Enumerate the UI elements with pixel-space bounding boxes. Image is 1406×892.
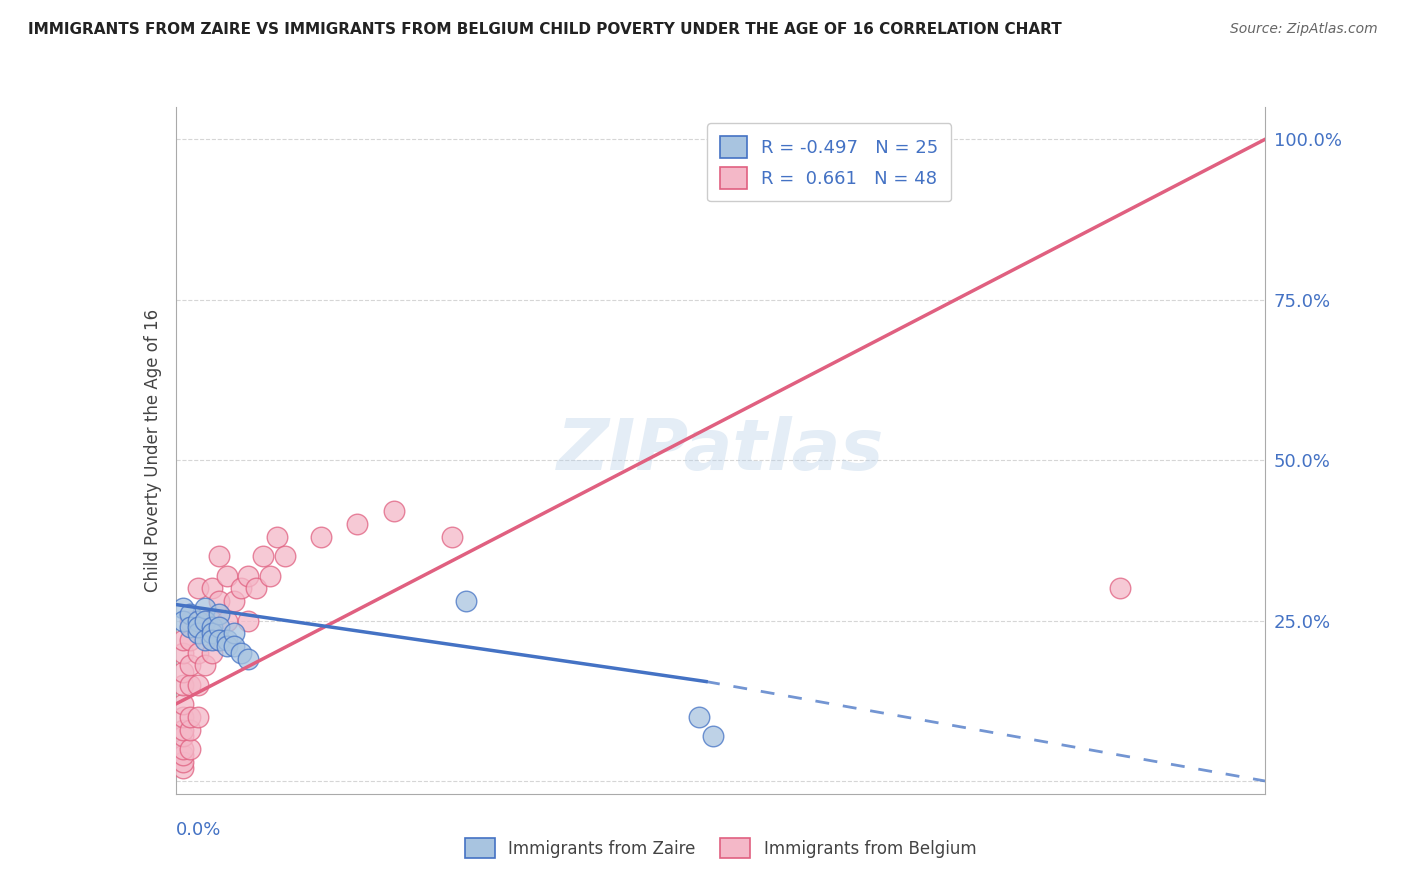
Point [266, 530, 288, 544]
Text: IMMIGRANTS FROM ZAIRE VS IMMIGRANTS FROM BELGIUM CHILD POVERTY UNDER THE AGE OF : IMMIGRANTS FROM ZAIRE VS IMMIGRANTS FROM… [28, 22, 1062, 37]
Text: ZIPatlas: ZIPatlas [557, 416, 884, 485]
Point [179, 607, 201, 622]
Point [208, 607, 231, 622]
Point [201, 582, 224, 596]
Point [172, 614, 194, 628]
Point [172, 665, 194, 679]
Point [179, 614, 201, 628]
Point [179, 678, 201, 692]
Point [179, 710, 201, 724]
Point [201, 614, 224, 628]
Point [222, 594, 245, 608]
Y-axis label: Child Poverty Under the Age of 16: Child Poverty Under the Age of 16 [143, 309, 162, 592]
Point [186, 620, 209, 634]
Point [208, 594, 231, 608]
Point [172, 742, 194, 756]
Point [179, 658, 201, 673]
Point [208, 620, 231, 634]
Point [252, 549, 274, 564]
Point [245, 582, 267, 596]
Point [172, 697, 194, 711]
Point [194, 600, 217, 615]
Point [702, 729, 724, 743]
Point [1109, 582, 1132, 596]
Point [382, 504, 405, 518]
Point [259, 568, 281, 582]
Point [201, 626, 224, 640]
Point [186, 614, 209, 628]
Point [194, 614, 217, 628]
Point [172, 755, 194, 769]
Point [179, 723, 201, 737]
Legend: Immigrants from Zaire, Immigrants from Belgium: Immigrants from Zaire, Immigrants from B… [457, 830, 984, 867]
Point [208, 632, 231, 647]
Point [231, 582, 253, 596]
Point [186, 710, 209, 724]
Text: 0.0%: 0.0% [176, 822, 221, 839]
Point [238, 568, 260, 582]
Point [194, 632, 217, 647]
Point [215, 568, 238, 582]
Point [179, 620, 201, 634]
Point [172, 600, 194, 615]
Point [186, 678, 209, 692]
Point [186, 626, 209, 640]
Point [238, 614, 260, 628]
Point [194, 658, 217, 673]
Point [194, 614, 217, 628]
Point [222, 639, 245, 653]
Point [201, 646, 224, 660]
Point [179, 632, 201, 647]
Point [222, 626, 245, 640]
Point [274, 549, 297, 564]
Point [208, 549, 231, 564]
Point [172, 748, 194, 763]
Point [172, 632, 194, 647]
Point [179, 742, 201, 756]
Point [440, 530, 463, 544]
Point [215, 614, 238, 628]
Point [215, 632, 238, 647]
Point [172, 761, 194, 775]
Point [201, 632, 224, 647]
Point [201, 620, 224, 634]
Point [215, 639, 238, 653]
Point [186, 582, 209, 596]
Point [172, 723, 194, 737]
Point [456, 594, 478, 608]
Point [172, 729, 194, 743]
Point [186, 646, 209, 660]
Point [208, 632, 231, 647]
Point [231, 646, 253, 660]
Point [172, 678, 194, 692]
Point [688, 710, 710, 724]
Point [309, 530, 332, 544]
Point [346, 517, 368, 532]
Text: Source: ZipAtlas.com: Source: ZipAtlas.com [1230, 22, 1378, 37]
Point [172, 646, 194, 660]
Point [238, 652, 260, 666]
Point [172, 710, 194, 724]
Point [186, 614, 209, 628]
